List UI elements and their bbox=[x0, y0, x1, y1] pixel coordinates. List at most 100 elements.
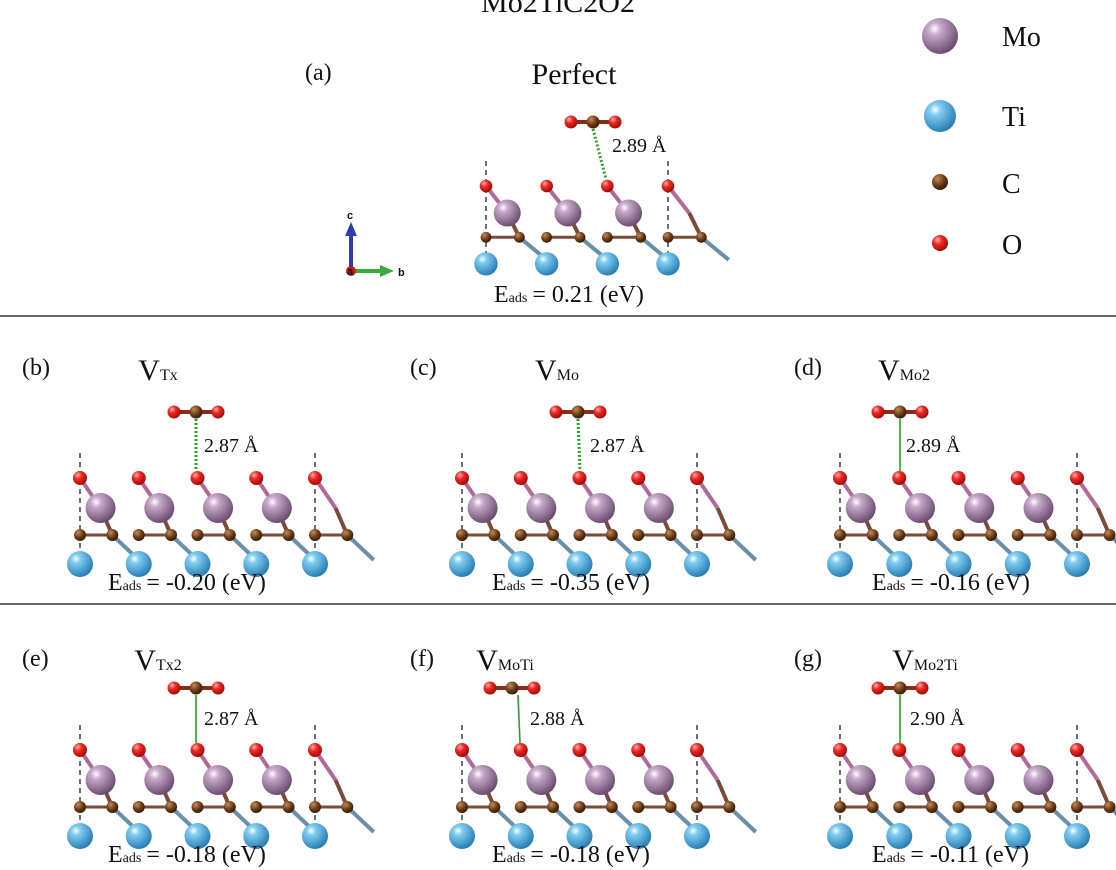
c-atom bbox=[106, 529, 119, 541]
mo-atom bbox=[493, 199, 521, 227]
o-atom bbox=[73, 471, 87, 485]
energy-value: = -0.35 (eV) bbox=[530, 570, 650, 596]
axis-label-b: b bbox=[398, 267, 405, 279]
adsorption-energy: Eads = -0.35 (eV) bbox=[492, 570, 650, 596]
c-atom bbox=[480, 231, 492, 243]
o-atom bbox=[871, 681, 885, 695]
o-atom bbox=[527, 681, 541, 695]
ti-atom bbox=[507, 551, 534, 577]
o-atom bbox=[308, 743, 322, 757]
mo-atom bbox=[203, 493, 234, 523]
c-atom bbox=[866, 529, 879, 541]
ti-atom bbox=[534, 252, 559, 276]
c-atom bbox=[574, 231, 586, 243]
mo-atom bbox=[643, 493, 674, 523]
legend-item-ti: Ti bbox=[924, 100, 1026, 133]
mo-atom bbox=[203, 765, 234, 795]
energy-subscript: ads bbox=[509, 291, 528, 306]
co2-molecule bbox=[871, 405, 929, 419]
c-atom bbox=[1011, 529, 1024, 541]
ti-atom bbox=[595, 252, 620, 276]
ti-atom bbox=[125, 551, 152, 577]
ti-atom-icon bbox=[924, 100, 956, 132]
o-atom-icon bbox=[932, 235, 948, 251]
c-atom bbox=[456, 529, 468, 541]
distance-label: 2.87 Å bbox=[590, 435, 645, 457]
o-atom bbox=[308, 471, 322, 485]
slab-structure bbox=[67, 471, 376, 577]
c-atom bbox=[586, 115, 600, 129]
panel-d: (d) VMo2 2.89 Å Eads = -0.16 (eV) bbox=[794, 354, 1116, 596]
c-atom bbox=[834, 801, 846, 813]
panel-title-subscript: Tx bbox=[160, 367, 178, 384]
o-atom bbox=[483, 681, 497, 695]
c-atom bbox=[189, 405, 203, 419]
c-atom bbox=[925, 529, 938, 541]
panel-title-subscript: MoTi bbox=[498, 657, 534, 674]
adsorption-energy: Eads = -0.18 (eV) bbox=[492, 842, 650, 868]
panel-title-main: Perfect bbox=[532, 58, 618, 91]
panel-title: VMo2Ti bbox=[892, 644, 958, 677]
c-atom bbox=[866, 801, 879, 813]
c-atom bbox=[695, 231, 707, 243]
bond bbox=[345, 805, 376, 834]
c-atom bbox=[573, 529, 586, 541]
c-atom bbox=[985, 801, 998, 813]
o-atom bbox=[661, 179, 675, 193]
panel-title-main: V bbox=[535, 354, 557, 387]
o-atom bbox=[190, 471, 205, 485]
o-atom bbox=[131, 743, 146, 757]
c-atom bbox=[74, 801, 86, 813]
c-atom bbox=[605, 801, 618, 813]
legend-item-c: C bbox=[932, 169, 1021, 200]
c-atom bbox=[925, 801, 938, 813]
o-atom bbox=[951, 743, 966, 757]
c-atom bbox=[573, 801, 586, 813]
legend-label-ti: Ti bbox=[1002, 102, 1026, 133]
energy-symbol: E bbox=[872, 570, 887, 596]
mo-atom bbox=[964, 493, 995, 523]
ti-atom bbox=[125, 823, 152, 849]
c-atom bbox=[191, 529, 204, 541]
ti-atom bbox=[1004, 551, 1031, 577]
ti-atom bbox=[945, 823, 972, 849]
bond bbox=[1108, 805, 1116, 816]
o-atom bbox=[249, 743, 264, 757]
c-atom bbox=[541, 231, 553, 243]
c-atom bbox=[662, 231, 674, 243]
c-atom bbox=[132, 801, 145, 813]
co2-molecule bbox=[167, 405, 225, 419]
co2-molecule bbox=[483, 681, 541, 695]
mo-atom-icon bbox=[922, 18, 958, 54]
panel-a: (a) Perfect 2.89 Å Eads = 0.21 (eV) bbox=[305, 58, 730, 308]
mo-atom bbox=[1023, 765, 1054, 795]
legend-label-mo: Mo bbox=[1002, 22, 1041, 53]
c-atom bbox=[664, 801, 677, 813]
mo-atom bbox=[261, 765, 292, 795]
legend-item-mo: Mo bbox=[922, 18, 1041, 54]
panel-title-main: V bbox=[892, 644, 914, 677]
panel-title-main: V bbox=[138, 354, 160, 387]
panel-c: (c) VMo 2.87 Å Eads = -0.35 (eV) bbox=[410, 354, 758, 596]
c-atom bbox=[189, 681, 203, 695]
co2-molecule bbox=[549, 405, 607, 419]
panel-f: (f) VMoTi 2.88 Å Eads = -0.18 (eV) bbox=[410, 644, 758, 868]
c-atom bbox=[513, 231, 525, 243]
mo-atom bbox=[643, 765, 674, 795]
ti-atom bbox=[449, 823, 475, 849]
o-atom bbox=[833, 743, 847, 757]
mo-atom bbox=[144, 765, 175, 795]
panel-title: VMo bbox=[535, 354, 579, 387]
panel-title: VTx2 bbox=[134, 644, 181, 677]
o-atom bbox=[608, 115, 622, 129]
panel-tag: (f) bbox=[410, 646, 434, 672]
mo-atom bbox=[904, 493, 935, 523]
o-atom bbox=[190, 743, 205, 757]
c-atom bbox=[571, 405, 585, 419]
mo-atom bbox=[526, 493, 557, 523]
energy-symbol: E bbox=[872, 842, 887, 868]
o-atom bbox=[690, 471, 704, 485]
ti-atom bbox=[625, 823, 652, 849]
bond bbox=[727, 805, 758, 834]
